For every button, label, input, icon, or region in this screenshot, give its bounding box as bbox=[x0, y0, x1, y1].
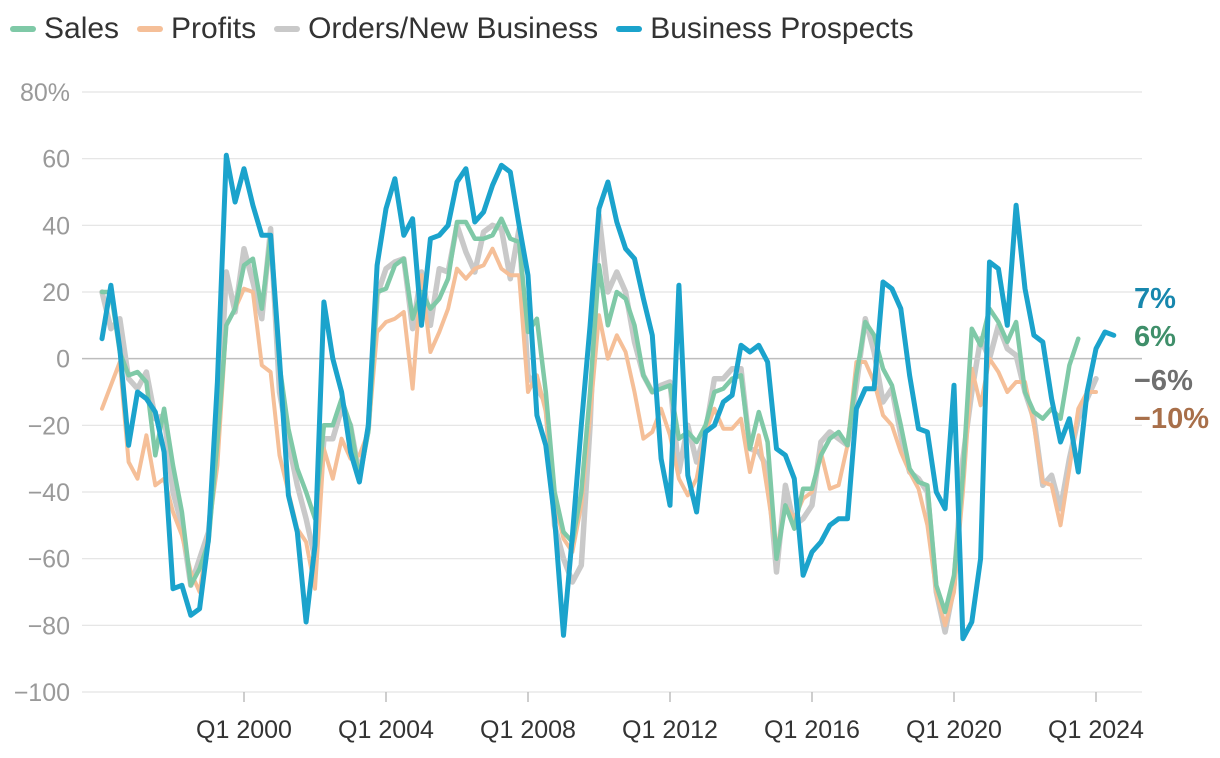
end-label-profits: −10% bbox=[1134, 403, 1209, 435]
legend-label-profits: Profits bbox=[171, 12, 257, 45]
legend-item-orders: Orders/New Business bbox=[274, 12, 598, 46]
legend-label-sales: Sales bbox=[44, 12, 120, 45]
y-tick-label: 20 bbox=[42, 279, 70, 307]
series-line-sales bbox=[99, 216, 1081, 615]
y-tick-label: 80% bbox=[20, 79, 70, 107]
y-tick-label: −20 bbox=[28, 412, 70, 440]
legend-swatch-orders bbox=[274, 26, 301, 32]
end-labels: 6% −10% −6% 7% bbox=[1134, 283, 1209, 435]
y-tick-label: −60 bbox=[28, 546, 70, 574]
x-tick-label: Q1 2000 bbox=[196, 716, 292, 744]
legend-item-sales: Sales bbox=[10, 12, 119, 46]
x-tick-label: Q1 2012 bbox=[622, 716, 718, 744]
y-tick-label: −40 bbox=[28, 479, 70, 507]
x-tick-label: Q1 2016 bbox=[764, 716, 860, 744]
legend-label-orders: Orders/New Business bbox=[308, 12, 599, 45]
legend-item-prospects: Business Prospects bbox=[616, 12, 914, 46]
y-tick-label: −100 bbox=[14, 679, 70, 707]
legend-item-profits: Profits bbox=[137, 12, 256, 46]
x-tick-label: Q1 2024 bbox=[1048, 716, 1144, 744]
axes: 80% 60 40 20 0 −20 −40 −60 −80 −100 Q1 2000 Q1 2004… bbox=[14, 79, 1144, 744]
legend-label-prospects: Business Prospects bbox=[650, 12, 914, 45]
series-lines bbox=[99, 152, 1117, 642]
legend-swatch-profits bbox=[137, 26, 164, 32]
y-tick-label: 60 bbox=[42, 146, 70, 174]
x-tick-label: Q1 2008 bbox=[480, 716, 576, 744]
series-line-business-prospects bbox=[99, 152, 1117, 642]
legend: Sales Profits Orders/New Business Busine… bbox=[10, 12, 914, 46]
y-tick-label: 0 bbox=[56, 346, 70, 374]
x-tick-label: Q1 2020 bbox=[906, 716, 1002, 744]
legend-swatch-sales bbox=[10, 26, 36, 32]
y-tick-label: 40 bbox=[42, 212, 70, 240]
end-label-sales: 6% bbox=[1134, 321, 1176, 353]
end-label-business-prospects: 7% bbox=[1134, 283, 1176, 315]
x-tick-label: Q1 2004 bbox=[338, 716, 434, 744]
y-tick-label: −80 bbox=[28, 612, 70, 640]
legend-swatch-prospects bbox=[616, 26, 643, 32]
end-label-orders-new-business: −6% bbox=[1134, 365, 1193, 397]
series-line-profits bbox=[100, 246, 1098, 628]
